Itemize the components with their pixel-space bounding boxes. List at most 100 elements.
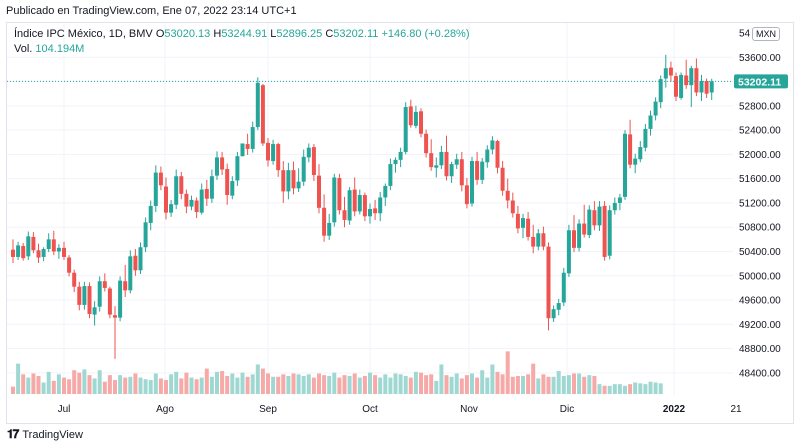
- candle-body: [271, 144, 276, 162]
- volume-bar: [204, 368, 209, 394]
- candle-body: [199, 189, 204, 213]
- candle-body: [561, 272, 566, 303]
- candle-body: [623, 133, 627, 197]
- volume-label: Vol.: [14, 43, 33, 55]
- volume-bar: [306, 374, 311, 394]
- candle-body: [46, 239, 51, 250]
- candle-body: [546, 246, 551, 319]
- volume-bar: [368, 372, 372, 394]
- volume-bar: [546, 376, 551, 394]
- candle-body: [699, 80, 704, 93]
- volume-bar: [260, 368, 265, 394]
- candle-body: [158, 172, 163, 186]
- candle-body: [266, 142, 270, 161]
- candle-body: [602, 205, 607, 257]
- volume-bar: [470, 373, 474, 394]
- candle-body: [118, 280, 123, 318]
- candle-body: [617, 197, 622, 203]
- volume-bar: [648, 381, 653, 394]
- tradingview-brand[interactable]: 𝟏𝟕 TradingView: [7, 427, 83, 442]
- candle-body: [342, 210, 347, 220]
- volume-bar: [46, 371, 51, 394]
- candle-body: [148, 205, 153, 223]
- candle-body: [368, 209, 372, 217]
- candle-body: [240, 143, 245, 157]
- candles: [11, 54, 714, 359]
- candle-body: [470, 161, 474, 204]
- candle-body: [510, 200, 515, 214]
- candle-body: [373, 208, 378, 214]
- volume-bar: [11, 386, 15, 394]
- candle-body: [424, 133, 429, 154]
- time-tick-label: Ago: [156, 404, 174, 415]
- low-label: L: [270, 28, 277, 40]
- volume-bar: [133, 373, 138, 394]
- candle-body: [92, 307, 97, 315]
- currency-badge[interactable]: MXN: [752, 27, 780, 41]
- candle-body: [413, 111, 418, 126]
- candle-body: [475, 161, 480, 180]
- volume-bar: [209, 376, 214, 394]
- candle-body: [582, 223, 587, 235]
- volume-bar: [164, 380, 168, 394]
- volume-bar: [240, 372, 245, 394]
- volume-bar: [490, 364, 495, 394]
- price-axis: 53600.0053200.0052800.0052400.0052000.00…: [739, 29, 781, 380]
- volume-bar: [541, 374, 546, 394]
- candle-body: [577, 223, 582, 248]
- volume-bar: [408, 377, 413, 394]
- candle-body: [194, 200, 199, 213]
- candle-body: [31, 236, 36, 251]
- volume-bar: [444, 375, 449, 394]
- volume-bar: [623, 385, 627, 394]
- volume-bar: [352, 373, 357, 394]
- candle-body: [668, 67, 673, 76]
- volume-bar: [220, 371, 225, 394]
- candle-body: [419, 111, 423, 134]
- candle-body: [572, 230, 576, 248]
- candle-body: [490, 140, 495, 150]
- time-tick-label: 2022: [663, 404, 686, 415]
- candle-body: [607, 210, 612, 256]
- volume-bar: [271, 376, 276, 394]
- candle-body: [347, 190, 352, 221]
- volume-bar: [194, 379, 199, 394]
- volume-bar: [199, 377, 204, 394]
- volume-bar: [36, 375, 41, 394]
- symbol-label[interactable]: Índice IPC México, 1D, BMV: [14, 28, 153, 40]
- volume-bar: [62, 377, 66, 394]
- close-value: 53202.11: [333, 28, 379, 40]
- volume-bar: [556, 371, 561, 394]
- candle-body: [56, 247, 61, 252]
- volume-bar: [398, 374, 403, 394]
- candle-body: [352, 189, 357, 212]
- volume-bar: [658, 383, 663, 394]
- volume-bar: [378, 377, 383, 394]
- volume-bar: [255, 364, 260, 394]
- candle-body: [133, 255, 138, 271]
- volume-bar: [97, 370, 102, 394]
- volume-bar: [454, 373, 459, 394]
- candle-body: [41, 249, 46, 257]
- candle-body: [648, 115, 653, 129]
- volume-bar: [362, 375, 367, 394]
- time-tick-label: Sep: [259, 404, 277, 415]
- chart-canvas[interactable]: 53600.0053200.0052800.0052400.0052000.00…: [7, 23, 793, 423]
- volume-bar: [587, 375, 592, 394]
- volume-bar: [572, 373, 576, 394]
- candle-body: [587, 209, 592, 236]
- candle-body: [291, 170, 296, 189]
- volume-bar: [123, 377, 128, 394]
- candle-body: [541, 233, 546, 247]
- volume-bar: [434, 380, 439, 394]
- time-tick-label: 21: [730, 404, 742, 415]
- candle-body: [82, 286, 87, 305]
- candle-body: [495, 141, 500, 168]
- volume-bar: [322, 375, 327, 394]
- volume-bar: [118, 375, 123, 394]
- last-price-label: 53202.11: [738, 76, 781, 88]
- price-tick-label: 50800.00: [739, 223, 781, 234]
- volume-bar: [153, 373, 158, 394]
- volume-bar: [41, 382, 46, 394]
- candle-body: [26, 236, 31, 257]
